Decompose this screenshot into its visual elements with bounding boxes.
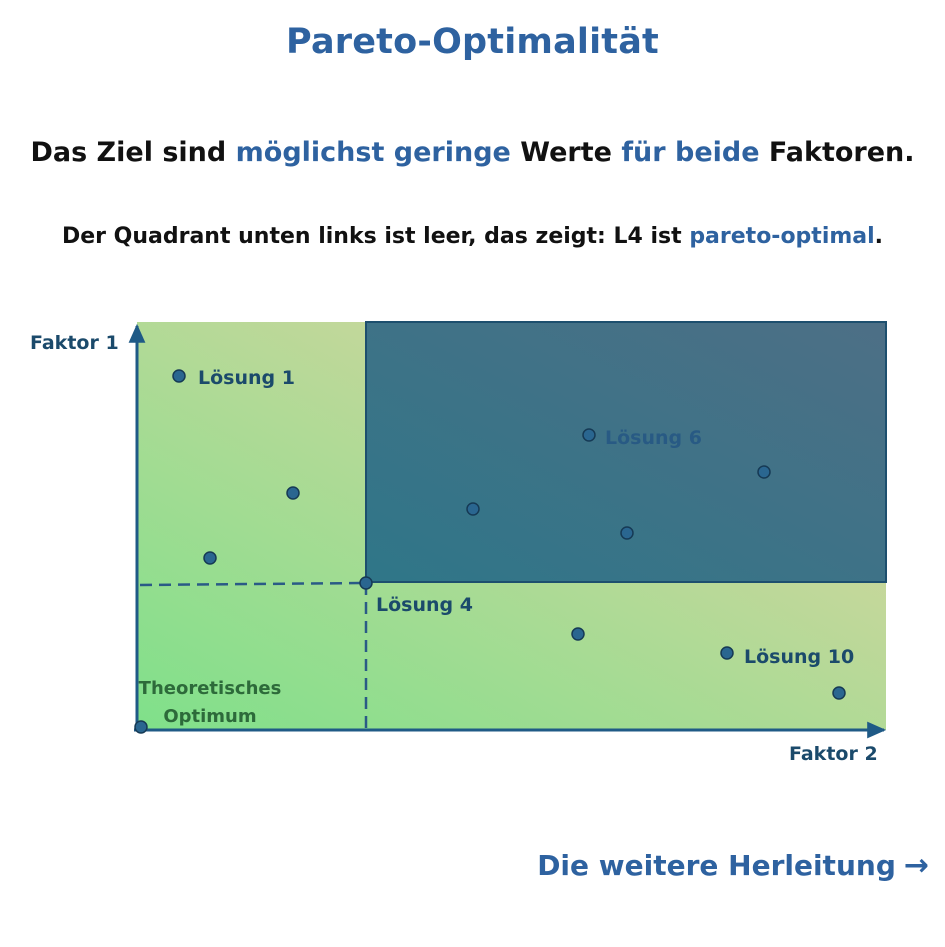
x-axis-label: Faktor 2 — [789, 743, 878, 765]
goal-text-2: Werte — [510, 137, 622, 168]
quadrant-note: Der Quadrant unten links ist leer, das z… — [0, 224, 945, 249]
point — [832, 686, 846, 700]
point — [286, 486, 300, 500]
dominated-region — [365, 321, 887, 583]
next-derivation-label: Die weitere Herleitung — [537, 849, 896, 882]
point — [757, 465, 771, 479]
optimum-label-line2: Optimum — [163, 706, 256, 727]
point — [466, 502, 480, 516]
note-text-2: . — [874, 224, 884, 249]
goal-text-1: Das Ziel sind — [30, 137, 236, 168]
next-derivation-link[interactable]: Die weitere Herleitung → — [537, 848, 929, 883]
goal-highlight-1: möglichst geringe — [235, 137, 511, 168]
goal-statement: Das Ziel sind möglichst geringe Werte fü… — [0, 137, 945, 168]
point-theoretical-optimum — [134, 720, 148, 734]
point-loesung-1 — [172, 369, 186, 383]
label-loesung-1: Lösung 1 — [198, 367, 295, 389]
label-loesung-6: Lösung 6 — [605, 427, 702, 449]
note-highlight: pareto-optimal — [689, 224, 875, 249]
point — [203, 551, 217, 565]
point — [620, 526, 634, 540]
arrow-right-icon: → — [903, 848, 929, 883]
goal-text-3: Faktoren. — [759, 137, 915, 168]
point — [571, 627, 585, 641]
y-axis-label: Faktor 1 — [30, 332, 119, 354]
pareto-diagram: Faktor 1 Faktor 2 Lösung 1 Lösung 6 Lösu… — [30, 321, 887, 765]
point-loesung-4 — [359, 576, 373, 590]
label-loesung-10: Lösung 10 — [744, 646, 854, 668]
optimum-label-line1: Theoretisches — [139, 678, 282, 699]
note-text-1: Der Quadrant unten links ist leer, das z… — [61, 224, 690, 249]
page-title: Pareto-Optimalität — [286, 22, 659, 62]
goal-highlight-2: für beide — [621, 137, 760, 168]
point-loesung-10 — [720, 646, 734, 660]
point-loesung-6 — [582, 428, 596, 442]
label-loesung-4: Lösung 4 — [376, 594, 473, 616]
